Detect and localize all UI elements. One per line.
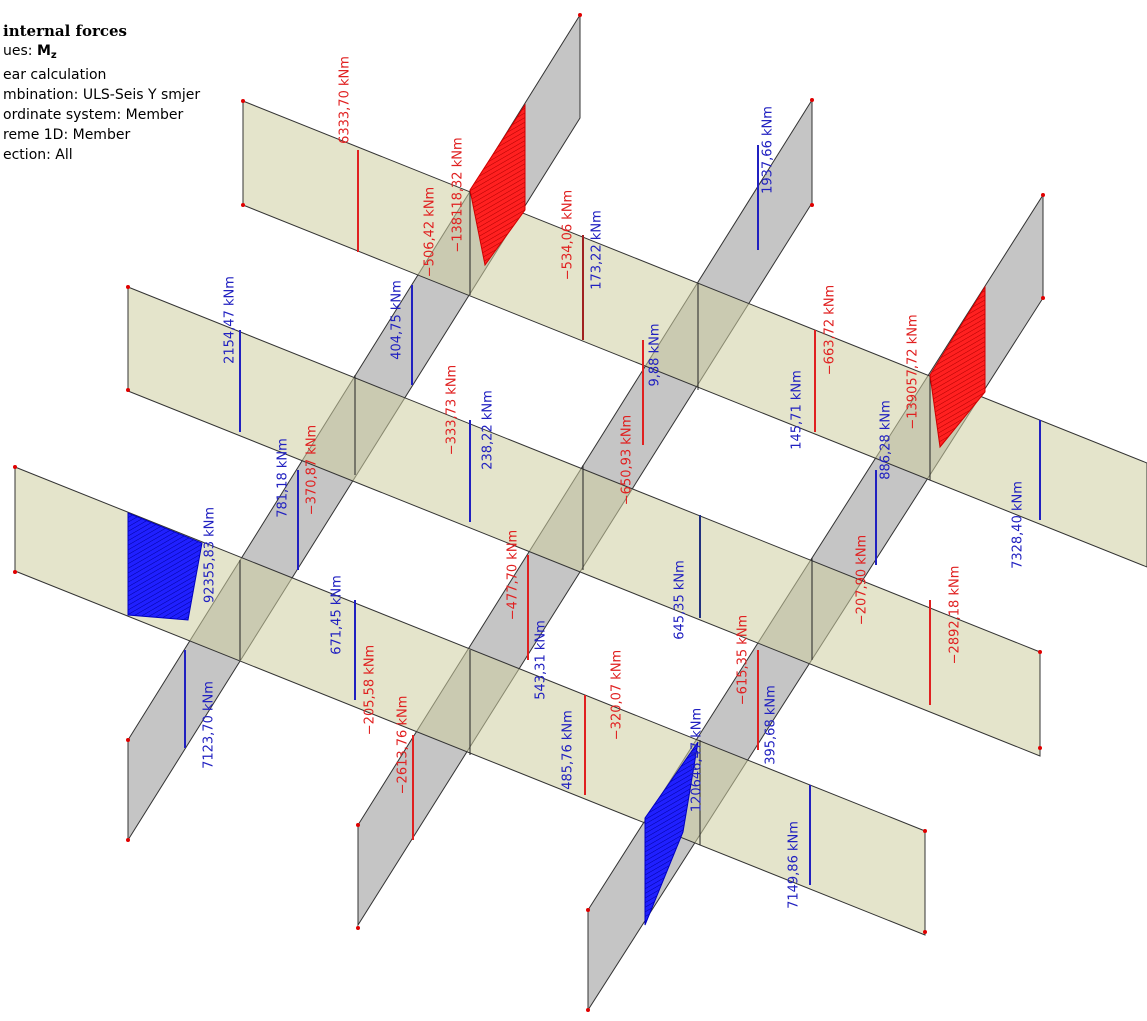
moment-label: 120646,47 kNm	[690, 708, 705, 812]
moment-label: −534,06 kNm	[561, 190, 576, 280]
moment-label: −506,42 kNm	[423, 187, 438, 277]
header-line: mbination: ULS-Seis Y smjer	[3, 87, 200, 103]
moment-label: 92355,83 kNm	[203, 507, 218, 603]
moment-label: 1937,66 kNm	[761, 106, 776, 194]
moment-label: −320,07 kNm	[610, 650, 625, 740]
header-line: ordinate system: Member	[3, 107, 183, 123]
header-values: ues: Mz	[3, 43, 57, 61]
header-title: internal forces	[3, 22, 127, 40]
node	[126, 388, 130, 392]
node	[241, 99, 245, 103]
moment-label: 9,88 kNm	[648, 324, 663, 387]
node	[578, 13, 582, 17]
moment-label: 6333,70 kNm	[338, 56, 353, 144]
moment-label: 173,22 kNm	[590, 210, 605, 290]
moment-label: 2154,47 kNm	[223, 276, 238, 364]
moment-label: −205,58 kNm	[363, 645, 378, 735]
node	[923, 829, 927, 833]
moment-label: 485,76 kNm	[561, 710, 576, 790]
node	[126, 738, 130, 742]
moment-label: −207,90 kNm	[855, 535, 870, 625]
moment-label: 395,68 kNm	[764, 685, 779, 765]
beams	[13, 13, 1147, 1012]
header: internal forces ues: Mz ear calculation …	[3, 22, 200, 163]
node	[923, 930, 927, 934]
moment-label: −370,87 kNm	[305, 425, 320, 515]
node	[126, 838, 130, 842]
moment-label: 7123,70 kNm	[202, 681, 217, 769]
moment-diagram	[929, 285, 986, 449]
moment-label: 781,18 kNm	[276, 438, 291, 518]
node	[1038, 650, 1042, 654]
header-line: ear calculation	[3, 67, 106, 83]
moment-label: 7149,86 kNm	[787, 821, 802, 909]
moment-diagram	[469, 103, 526, 267]
moment-label: −138118,32 kNm	[451, 137, 466, 252]
moment-label: 238,22 kNm	[481, 390, 496, 470]
labels: 6333,70 kNm −138118,32 kNm −506,42 kNm 404,…	[202, 56, 1026, 909]
moment-label: −2892,18 kNm	[948, 566, 963, 665]
moment-label: 645,35 kNm	[673, 560, 688, 640]
node	[1041, 193, 1045, 197]
moment-label: −615,35 kNm	[736, 615, 751, 705]
tan-beam	[242, 100, 1147, 568]
moment-label: −663,72 kNm	[823, 285, 838, 375]
moment-label: −333,73 kNm	[445, 365, 460, 455]
header-line: ection: All	[3, 147, 73, 163]
moment-diagram	[127, 512, 203, 621]
moment-label: 7328,40 kNm	[1011, 481, 1026, 569]
moment-diagram	[644, 741, 699, 926]
moment-label: −477,70 kNm	[506, 530, 521, 620]
moment-label: −139057,72 kNm	[906, 314, 921, 429]
node	[13, 570, 17, 574]
moment-label: −2613,76 kNm	[396, 696, 411, 795]
header-line: reme 1D: Member	[3, 127, 130, 143]
node	[810, 203, 814, 207]
node	[810, 98, 814, 102]
moment-label: 145,71 kNm	[790, 370, 805, 450]
node	[1041, 296, 1045, 300]
moment-label: 886,28 kNm	[879, 400, 894, 480]
node	[586, 908, 590, 912]
node	[126, 285, 130, 289]
diagrams	[127, 103, 1041, 926]
node	[1038, 746, 1042, 750]
moment-label: 543,31 kNm	[534, 620, 549, 700]
node	[356, 823, 360, 827]
moment-label: −650,93 kNm	[620, 415, 635, 505]
node	[241, 203, 245, 207]
moment-label: 671,45 kNm	[330, 575, 345, 655]
node	[586, 1008, 590, 1012]
node	[356, 926, 360, 930]
moment-label: 404,75 kNm	[390, 280, 405, 360]
node	[13, 465, 17, 469]
